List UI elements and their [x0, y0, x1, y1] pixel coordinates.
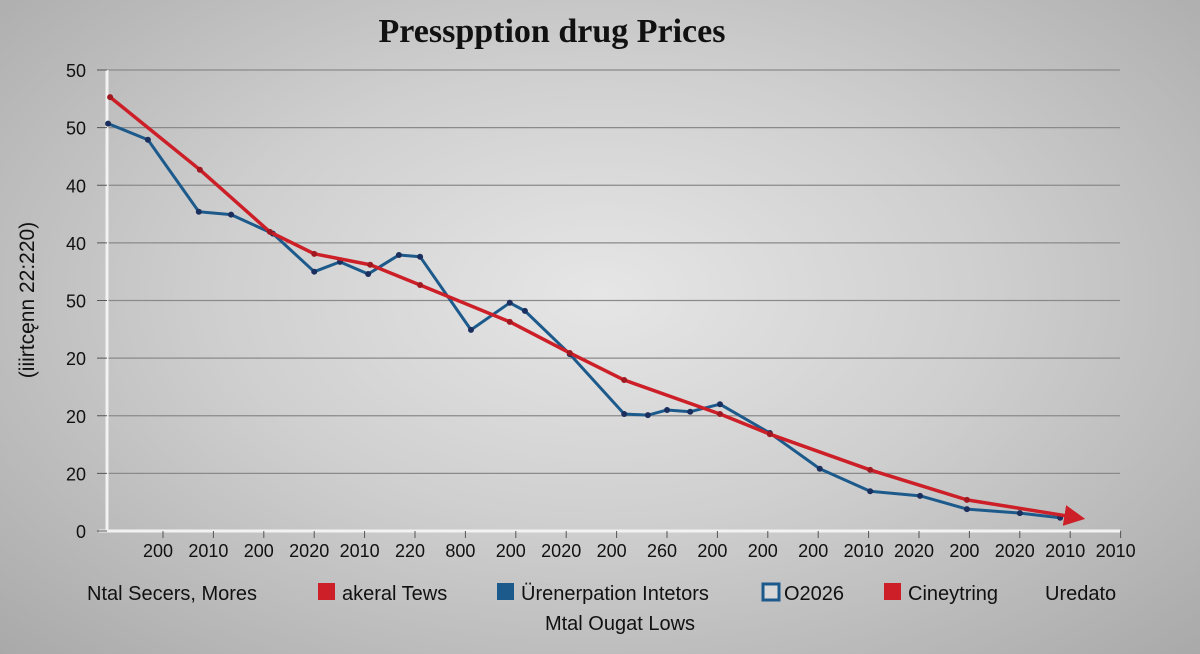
y-tick-label: 20	[66, 407, 86, 427]
red-data-point	[621, 377, 628, 384]
x-axis-label: Mtal Ougat Lows	[545, 613, 695, 635]
blue-data-point	[144, 136, 151, 143]
x-tick-label: 800	[445, 541, 475, 561]
legend-label: Ntal Secers, Mores	[87, 583, 257, 605]
blue-data-point	[716, 401, 723, 408]
x-ticks: 200 2010 200 2020 2010 220 800 200 2020 200 260 200…	[143, 531, 1136, 561]
legend-label: O2026	[784, 583, 844, 605]
series-group	[105, 94, 1086, 526]
x-tick-label: 200	[597, 541, 627, 561]
x-tick-label: 2010	[188, 541, 228, 561]
y-tick-label: 50	[66, 292, 86, 312]
x-tick-label: 200	[244, 541, 274, 561]
blue-data-point	[467, 326, 474, 333]
blue-data-point	[521, 307, 528, 314]
y-tick-label: 40	[66, 234, 86, 254]
legend: Ntal Secers, Mores akeral Tews Ürenerpatio…	[87, 582, 1116, 605]
blue-data-point	[644, 412, 651, 419]
y-tick-label: 50	[66, 61, 86, 81]
blue-data-point	[917, 492, 924, 499]
y-tick-label: 0	[76, 522, 86, 542]
x-tick-label: 2010	[1045, 541, 1085, 561]
red-data-point	[417, 281, 424, 288]
legend-swatch	[497, 583, 514, 600]
x-tick-label: 200	[798, 541, 828, 561]
red-data-point	[566, 349, 573, 356]
x-tick-label: 2020	[289, 541, 329, 561]
legend-label: Ürenerpation Intetors	[521, 583, 709, 605]
y-ticks: 0 20 20 20 50 40 40 50 50	[66, 61, 107, 542]
x-tick-label: 200	[143, 541, 173, 561]
blue-data-point	[816, 465, 823, 472]
x-tick-label: 260	[647, 541, 677, 561]
red-data-point	[766, 431, 773, 438]
y-tick-label: 20	[66, 464, 86, 484]
red-data-point	[266, 228, 273, 235]
x-tick-label: 2020	[995, 541, 1035, 561]
x-tick-label: 2010	[1096, 541, 1136, 561]
red-data-point	[506, 318, 513, 325]
red-data-point	[867, 466, 874, 473]
legend-label: akeral Tews	[342, 583, 447, 605]
x-tick-label: 2020	[541, 541, 581, 561]
x-tick-label: 200	[748, 541, 778, 561]
blue-data-point	[506, 299, 513, 306]
chart-title: Presspption drug Prices	[379, 13, 726, 50]
blue-data-point	[621, 411, 628, 418]
blue-data-point	[395, 251, 402, 258]
y-tick-label: 40	[66, 176, 86, 196]
legend-swatch	[761, 582, 781, 602]
red-data-point	[107, 94, 114, 101]
x-tick-label: 200	[949, 541, 979, 561]
gridlines	[99, 69, 1120, 533]
blue-data-point	[963, 506, 970, 513]
blue-data-point	[311, 268, 318, 275]
legend-label: Cineytring	[908, 583, 998, 605]
x-tick-label: 2010	[844, 541, 884, 561]
x-tick-label: 200	[496, 541, 526, 561]
blue-data-point	[687, 408, 694, 415]
red-series-line	[109, 95, 1086, 526]
y-tick-label: 50	[66, 119, 86, 139]
x-tick-label: 220	[395, 541, 425, 561]
red-data-point	[367, 261, 374, 268]
blue-data-point	[867, 488, 874, 495]
y-axis-label: (iiirtcęnn 22:220)	[16, 222, 39, 378]
red-data-point	[963, 496, 970, 503]
x-tick-label: 2020	[894, 541, 934, 561]
blue-data-point	[417, 253, 424, 260]
legend-swatch	[318, 583, 335, 600]
blue-data-point	[195, 208, 202, 215]
blue-data-point	[105, 120, 112, 127]
blue-data-point	[1016, 510, 1023, 517]
y-tick-label: 20	[66, 349, 86, 369]
legend-swatch	[884, 583, 901, 600]
blue-data-point	[365, 270, 372, 277]
red-data-point	[196, 166, 203, 173]
x-tick-label: 2010	[340, 541, 380, 561]
red-data-point	[311, 250, 318, 257]
blue-data-point	[228, 211, 235, 218]
legend-label: Uredato	[1045, 583, 1116, 605]
red-data-point	[716, 411, 723, 418]
blue-data-point	[664, 406, 671, 413]
blue-series-line	[107, 122, 1061, 520]
x-tick-label: 200	[697, 541, 727, 561]
